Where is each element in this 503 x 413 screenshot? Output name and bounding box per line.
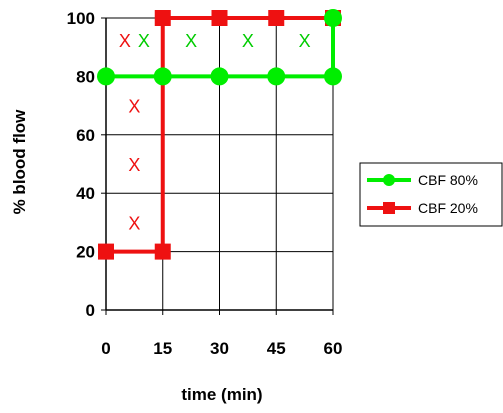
data-point-cbf-80-4 — [324, 67, 342, 86]
annotation-x-mark-7: X — [128, 213, 140, 233]
y-tick-label-20: 20 — [76, 243, 95, 262]
y-axis-title: % blood flow — [10, 109, 29, 215]
x-axis-title: time (min) — [181, 385, 262, 404]
series-cbf-80 — [97, 9, 342, 86]
y-tick-label-80: 80 — [76, 67, 95, 86]
series-line-cbf-20 — [106, 16, 333, 254]
legend-item-cbf-80: CBF 80% — [367, 172, 478, 188]
x-tick-label-15: 15 — [153, 339, 172, 358]
annotation-x-mark-6: X — [128, 155, 140, 175]
data-point-cbf-80-1 — [153, 67, 172, 86]
legend-swatch-marker-cbf-20 — [383, 202, 395, 214]
x-tick-label-30: 30 — [210, 339, 229, 358]
annotation-x-mark-2: X — [185, 31, 197, 51]
data-point-cbf-20-2 — [154, 10, 171, 26]
legend: CBF 80% CBF 20% — [359, 162, 503, 227]
annotation-x-mark-1: X — [138, 31, 150, 51]
x-tick-label-45: 45 — [267, 339, 286, 358]
x-tick-label-0: 0 — [101, 339, 110, 358]
series — [97, 9, 342, 260]
x-tick-label-60: 60 — [324, 339, 343, 358]
legend-label-cbf-20: CBF 20% — [418, 200, 478, 216]
annotation-x-mark-3: X — [242, 31, 254, 51]
annotation-x-mark-0: X — [119, 31, 131, 51]
axes — [101, 17, 334, 315]
data-point-cbf-20-4 — [268, 10, 285, 26]
data-point-cbf-80-5 — [324, 9, 342, 27]
data-point-cbf-20-3 — [211, 10, 228, 26]
annotation-x-mark-4: X — [299, 31, 311, 51]
data-point-cbf-80-3 — [267, 67, 286, 86]
data-point-cbf-20-1 — [154, 243, 171, 260]
tick-labels: 0 20 40 60 80 100 0 15 30 45 60 — [67, 9, 343, 358]
annotation-x-mark-5: X — [128, 97, 140, 117]
series-line-cbf-80 — [106, 18, 335, 79]
legend-item-cbf-20: CBF 20% — [367, 200, 478, 216]
legend-label-cbf-80: CBF 80% — [418, 172, 478, 188]
legend-swatch-marker-cbf-80 — [383, 174, 395, 186]
data-point-cbf-20-0 — [98, 243, 114, 260]
data-point-cbf-80-2 — [210, 67, 229, 86]
y-tick-label-100: 100 — [67, 9, 95, 28]
y-tick-label-0: 0 — [86, 301, 95, 320]
y-tick-label-40: 40 — [76, 184, 95, 203]
legend-box — [359, 162, 503, 227]
y-tick-label-60: 60 — [76, 126, 95, 145]
data-point-cbf-80-0 — [97, 67, 115, 86]
